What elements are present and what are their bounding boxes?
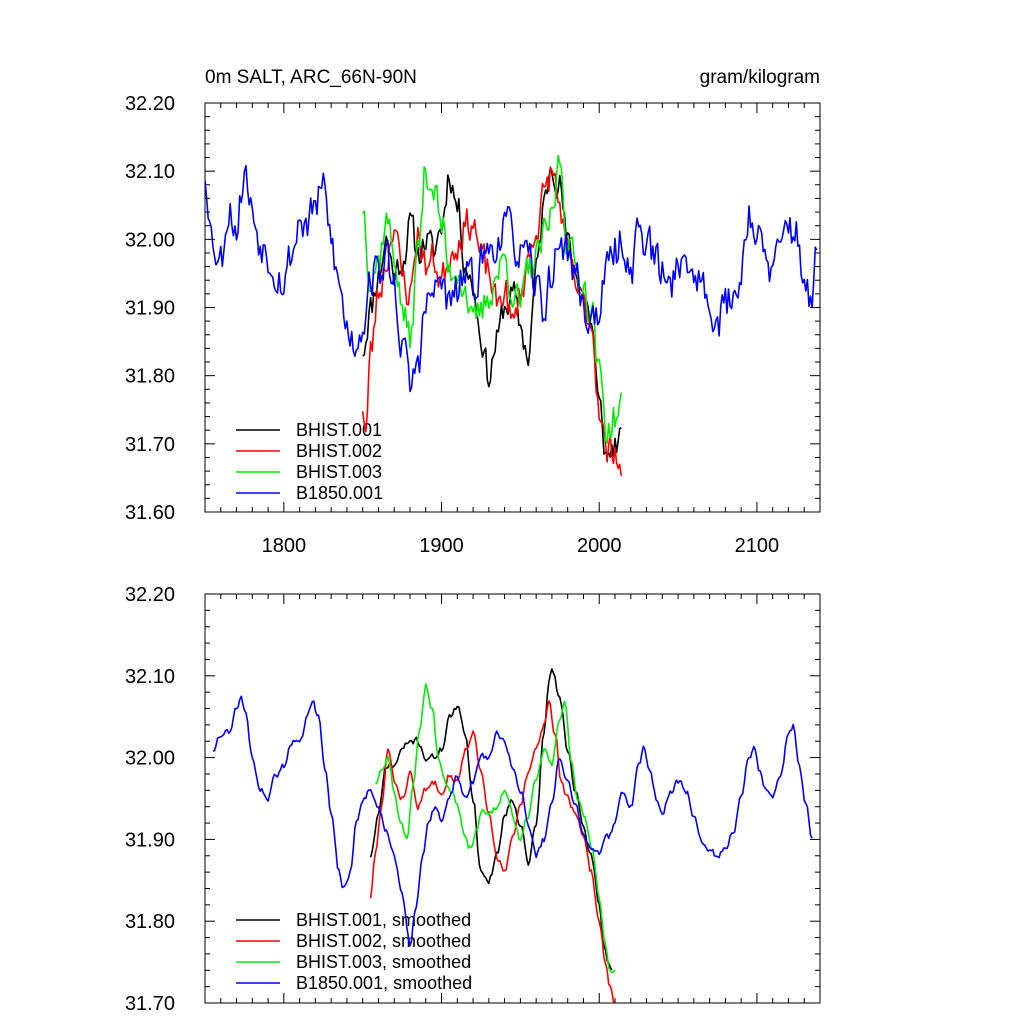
panel-smoothed: 31.70 31.80 31.90 32.00 32.10 32.20 BHIST.001,… — [125, 584, 821, 1015]
x-tick-label: 2000 — [577, 535, 622, 557]
y-tick-label: 31.90 — [125, 298, 175, 320]
y-tick-label: 32.20 — [125, 584, 175, 606]
y-tick-label: 31.70 — [125, 434, 175, 456]
chart-title-left: 0m SALT, ARC_66N-90N — [205, 67, 417, 88]
y-tick-label: 31.80 — [125, 911, 175, 933]
y-tick-label: 31.90 — [125, 829, 175, 851]
series-line-bhist-002-smoothed — [369, 700, 616, 1003]
series-line-b1850-001 — [205, 164, 818, 393]
y-tick-label: 32.10 — [125, 161, 175, 183]
legend-label: BHIST.002 — [296, 441, 382, 461]
y-tick-label: 32.00 — [125, 748, 175, 770]
series-line-bhist-003-smoothed — [375, 683, 616, 974]
series-line-b1850-001-smoothed — [212, 695, 813, 947]
y-tick-label: 31.70 — [125, 993, 175, 1015]
series-line-bhist-002 — [361, 166, 623, 477]
legend-label: BHIST.002, smoothed — [296, 931, 471, 951]
chart-title-right: gram/kilogram — [700, 67, 820, 88]
panel-raw: 0m SALT, ARC_66N-90N gram/kilogram 1800 190… — [125, 67, 821, 557]
legend-label: BHIST.001 — [296, 420, 382, 440]
x-tick-label: 1800 — [262, 535, 307, 557]
legend-label: B1850.001, smoothed — [296, 973, 472, 993]
y-tick-label: 32.10 — [125, 666, 175, 688]
y-tick-label: 31.80 — [125, 366, 175, 388]
legend-label: BHIST.003 — [296, 462, 382, 482]
x-tick-label: 2100 — [735, 535, 780, 557]
y-tick-label: 32.20 — [125, 93, 175, 115]
plot-frame — [204, 593, 821, 1004]
series-line-bhist-001 — [362, 167, 622, 458]
y-tick-label: 32.00 — [125, 229, 175, 251]
series-line-bhist-001-smoothed — [369, 668, 613, 971]
legend-label: BHIST.001, smoothed — [296, 910, 471, 930]
y-tick-label: 31.60 — [125, 502, 175, 524]
legend-label: B1850.001 — [296, 483, 383, 503]
legend-label: BHIST.003, smoothed — [296, 952, 471, 972]
x-tick-label: 1900 — [419, 535, 464, 557]
